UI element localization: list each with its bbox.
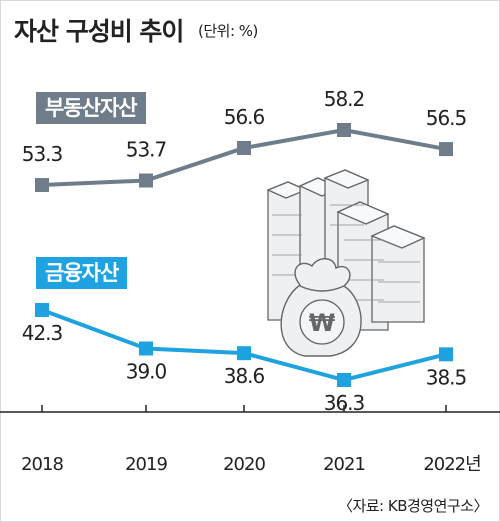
data-label-0-2: 56.6 <box>224 105 265 129</box>
data-point-0-0 <box>35 178 49 192</box>
chart-title: 자산 구성비 추이 <box>14 17 184 46</box>
data-point-0-2 <box>237 140 251 155</box>
x-tick-label: 2018 <box>21 454 63 475</box>
data-label-1-0: 42.3 <box>22 321 63 345</box>
x-tick-label: 2019 <box>125 454 167 475</box>
data-point-1-0 <box>35 303 49 317</box>
x-tick-label: 2021 <box>323 454 365 475</box>
data-label-0-4: 56.5 <box>426 106 467 130</box>
series-line-0 <box>41 127 447 187</box>
data-point-1-4 <box>439 347 453 362</box>
series-label-real-estate: 부동산자산 <box>36 92 146 124</box>
data-label-1-4: 38.5 <box>426 365 467 389</box>
data-point-1-1 <box>139 341 153 356</box>
data-point-0-3 <box>337 123 351 137</box>
x-tick-label: 2020 <box>223 454 265 475</box>
money-bag-icon: ₩ <box>280 258 362 357</box>
series-label-financial: 금융자산 <box>36 257 128 289</box>
data-label-0-1: 53.7 <box>126 138 167 162</box>
source-note: 〈자료: KB경영연구소〉 <box>337 497 489 515</box>
unit-label: (단위: %) <box>198 22 258 40</box>
data-point-1-3 <box>337 373 351 387</box>
data-label-1-2: 38.6 <box>224 364 265 388</box>
data-label-1-1: 39.0 <box>126 360 167 384</box>
data-point-1-2 <box>237 346 251 361</box>
x-tick-label: 2022년 <box>423 454 480 475</box>
data-point-0-4 <box>439 142 453 157</box>
data-label-0-0: 53.3 <box>22 142 63 166</box>
data-point-0-1 <box>139 173 153 188</box>
svg-text:₩: ₩ <box>309 309 336 337</box>
data-label-0-3: 58.2 <box>324 87 365 111</box>
